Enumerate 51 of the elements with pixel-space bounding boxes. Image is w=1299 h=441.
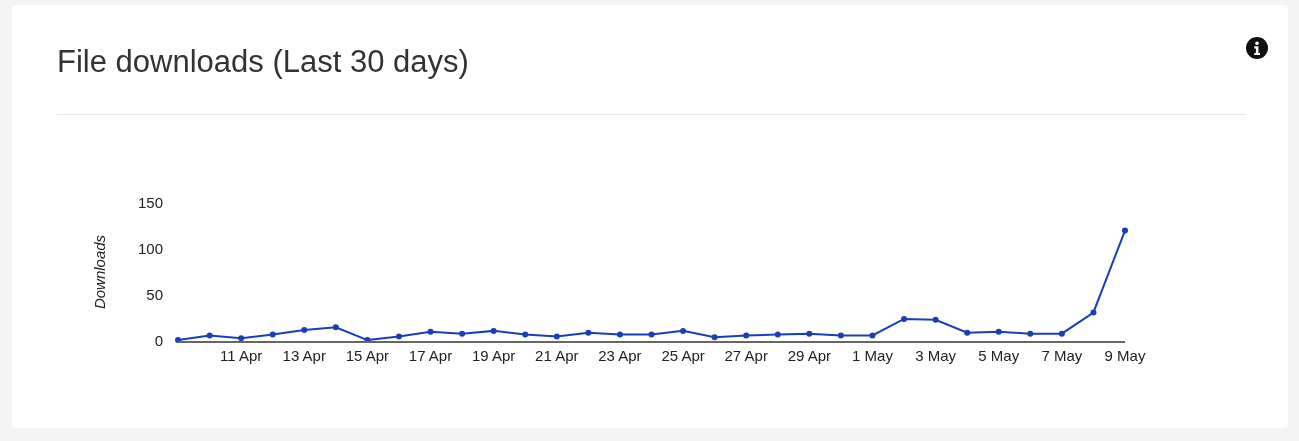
point (932, 316, 939, 323)
point (1027, 330, 1034, 337)
point (995, 328, 1002, 335)
point (806, 330, 813, 337)
x-tick-label: 29 Apr (787, 347, 832, 364)
point (238, 335, 245, 342)
point (490, 327, 497, 334)
x-tick-label: 13 Apr (282, 347, 326, 364)
point (522, 331, 529, 338)
point (206, 332, 213, 339)
point (837, 332, 844, 339)
point (332, 324, 339, 331)
x-tick-label: 3 May (915, 347, 957, 364)
x-tick-label: 21 Apr (535, 347, 579, 364)
point (301, 326, 308, 333)
x-tick-label: 25 Apr (661, 347, 705, 364)
y-axis-title: Downloads (91, 234, 109, 310)
x-tick-label: 27 Apr (724, 347, 768, 364)
point (585, 329, 592, 336)
point (427, 328, 434, 335)
point (1058, 330, 1065, 337)
y-tick-label: 50 (146, 286, 163, 304)
x-tick-label: 7 May (1041, 347, 1083, 364)
x-tick-label: 5 May (978, 347, 1020, 364)
point (553, 333, 560, 340)
x-tick-label: 17 Apr (408, 347, 453, 364)
point (869, 332, 876, 339)
point (616, 331, 623, 338)
x-tick-label: 11 Apr (220, 347, 263, 364)
point (964, 329, 971, 336)
point (711, 334, 718, 341)
point (459, 330, 466, 337)
point (1122, 227, 1128, 234)
point (774, 331, 781, 338)
point (395, 333, 402, 340)
point (1090, 309, 1097, 316)
point (901, 315, 908, 322)
point (175, 337, 181, 344)
point (269, 331, 276, 338)
y-tick-label: 100 (137, 240, 163, 258)
x-tick-label: 23 Apr (598, 347, 642, 364)
point (743, 332, 750, 339)
x-tick-label: 15 Apr (345, 347, 390, 364)
x-tick-label: 9 May (1104, 347, 1146, 364)
y-tick-label: 0 (154, 332, 163, 350)
x-tick-label: 1 May (852, 347, 894, 364)
y-tick-label: 150 (137, 194, 163, 212)
chart-title: File downloads (Last 30 days) (57, 43, 469, 79)
point (648, 331, 655, 338)
point (680, 327, 687, 334)
x-tick-label: 19 Apr (471, 347, 516, 364)
